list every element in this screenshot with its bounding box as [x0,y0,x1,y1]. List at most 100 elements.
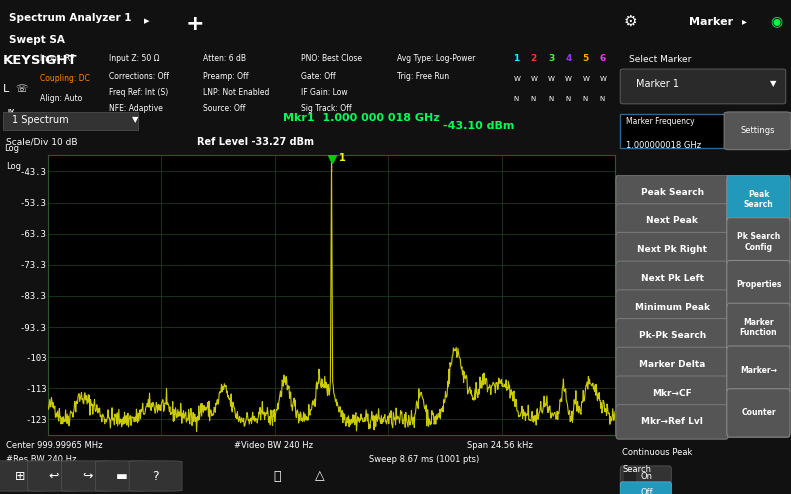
Text: Spectrum Analyzer 1: Spectrum Analyzer 1 [9,13,131,23]
Text: Source: Off: Source: Off [203,104,245,113]
Text: N: N [548,96,553,102]
Text: Marker Frequency: Marker Frequency [626,117,694,125]
Text: ◉: ◉ [770,15,782,29]
Text: W: W [582,76,589,82]
Text: N: N [600,96,605,102]
Text: Sweep 8.67 ms (1001 pts): Sweep 8.67 ms (1001 pts) [369,454,479,463]
Text: 1 Spectrum: 1 Spectrum [13,115,69,125]
Text: Scale/Div 10 dB: Scale/Div 10 dB [6,138,78,147]
FancyBboxPatch shape [727,260,790,309]
Text: ▸: ▸ [143,17,149,27]
Text: Ref Level -33.27 dBm: Ref Level -33.27 dBm [197,137,314,147]
Text: W: W [531,76,538,82]
Bar [624,472,636,482]
Text: ⊞: ⊞ [15,469,25,483]
Text: Next Peak: Next Peak [646,216,698,225]
Text: Freq Ref: Int (S): Freq Ref: Int (S) [109,87,168,97]
Text: W: W [566,76,572,82]
FancyBboxPatch shape [616,232,729,267]
Text: KEYSIGHT: KEYSIGHT [3,54,78,67]
Text: Marker: Marker [689,17,733,27]
Text: Pk-Pk Search: Pk-Pk Search [638,331,706,340]
FancyBboxPatch shape [616,261,729,295]
Text: Atten: 6 dB: Atten: 6 dB [203,54,246,63]
Text: ⚙: ⚙ [624,14,638,29]
Text: 4: 4 [566,54,572,63]
FancyBboxPatch shape [129,461,182,491]
Text: ▼: ▼ [132,116,138,124]
Text: △: △ [315,469,324,483]
Text: Log: Log [4,144,19,153]
Text: 1: 1 [513,54,520,63]
Text: Mkr→Ref Lvl: Mkr→Ref Lvl [642,417,703,426]
Text: Preamp: Off: Preamp: Off [203,72,248,81]
Text: Coupling: DC: Coupling: DC [40,74,90,83]
Text: Sig Track: Off: Sig Track: Off [301,104,352,113]
Text: Settings: Settings [740,126,775,135]
FancyBboxPatch shape [616,290,729,324]
Text: Minimum Peak: Minimum Peak [634,302,710,312]
Text: Peak Search: Peak Search [641,188,704,197]
Text: Properties: Properties [736,280,782,289]
Text: ☏: ☏ [15,84,28,94]
Text: Pk Search
Config: Pk Search Config [736,232,780,251]
FancyBboxPatch shape [724,112,791,150]
Text: Off: Off [641,488,653,494]
Text: ▼: ▼ [770,80,777,88]
Text: W: W [513,76,520,82]
Text: Mkr→CF: Mkr→CF [653,389,692,398]
Text: N: N [531,96,536,102]
Text: Continuous Peak: Continuous Peak [622,448,692,457]
FancyBboxPatch shape [620,69,785,104]
Text: W: W [548,76,554,82]
FancyBboxPatch shape [727,346,790,395]
FancyBboxPatch shape [620,482,672,494]
FancyBboxPatch shape [616,405,729,439]
Text: 3: 3 [548,54,554,63]
Text: ↪: ↪ [83,469,93,483]
Text: ▸: ▸ [742,17,747,27]
Text: W: W [600,76,607,82]
FancyBboxPatch shape [616,347,729,382]
Text: Corrections: Off: Corrections: Off [109,72,169,81]
Text: Next Pk Right: Next Pk Right [638,245,707,254]
FancyBboxPatch shape [3,112,138,130]
Text: 2: 2 [531,54,537,63]
Text: +: + [186,14,204,34]
Text: LV: LV [7,109,14,114]
Text: NFE: Adaptive: NFE: Adaptive [109,104,164,113]
Text: #Res BW 240 Hz: #Res BW 240 Hz [6,454,77,463]
Text: Mkr1  1.000 000 018 GHz: Mkr1 1.000 000 018 GHz [283,113,440,123]
FancyBboxPatch shape [620,466,672,488]
Text: Swept SA: Swept SA [9,35,65,44]
Text: PNO: Best Close: PNO: Best Close [301,54,362,63]
Text: 6: 6 [600,54,606,63]
FancyBboxPatch shape [727,303,790,352]
Text: 1.000000018 GHz: 1.000000018 GHz [626,141,701,150]
Text: Gate: Off: Gate: Off [301,72,336,81]
FancyBboxPatch shape [727,218,790,266]
Text: Input: RF: Input: RF [40,54,74,63]
Text: N: N [513,96,519,102]
FancyBboxPatch shape [616,376,729,411]
FancyBboxPatch shape [62,461,115,491]
Text: L: L [3,84,9,94]
Text: Next Pk Left: Next Pk Left [641,274,704,283]
FancyBboxPatch shape [616,319,729,353]
Text: Marker
Function: Marker Function [740,318,778,337]
Text: 1: 1 [339,154,346,164]
FancyBboxPatch shape [727,389,790,437]
Text: Align: Auto: Align: Auto [40,94,82,103]
Text: #Video BW 240 Hz: #Video BW 240 Hz [233,442,312,451]
Text: Counter: Counter [741,409,776,417]
FancyBboxPatch shape [96,461,148,491]
Text: IF Gain: Low: IF Gain: Low [301,87,348,97]
Text: N: N [566,96,570,102]
FancyBboxPatch shape [727,175,790,223]
Text: ↩: ↩ [49,469,59,483]
Text: On: On [641,472,653,481]
Text: Peak
Search: Peak Search [744,190,774,209]
Text: Marker→: Marker→ [740,366,777,375]
Text: -43.10 dBm: -43.10 dBm [443,121,514,131]
Text: Input Z: 50 Ω: Input Z: 50 Ω [109,54,160,63]
